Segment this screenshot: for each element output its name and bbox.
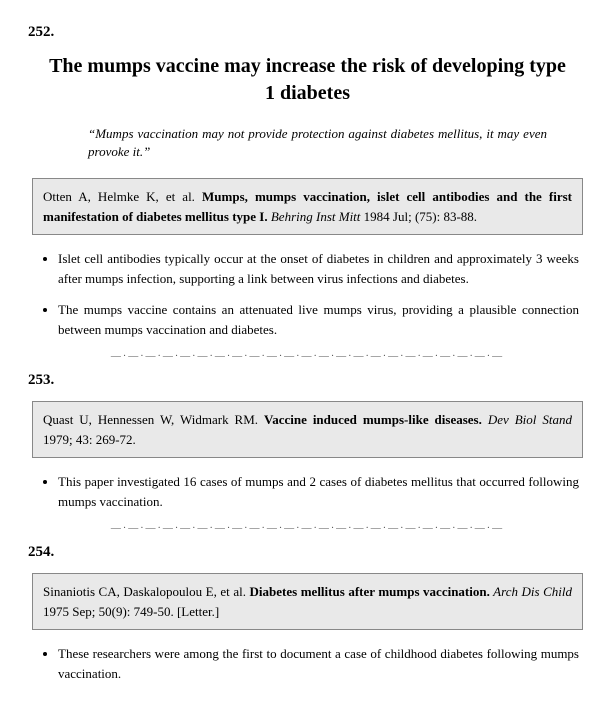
- section-divider: —·—·—·—·—·—·—·—·—·—·—·—·—·—·—·—·—·—·—·—·…: [28, 523, 587, 534]
- citation-box-254: Sinaniotis CA, Daskalopoulou E, et al. D…: [32, 573, 583, 630]
- bullet-list-253: This paper investigated 16 cases of mump…: [36, 472, 579, 511]
- entry-number-252: 252.: [28, 24, 587, 41]
- citation-title: Vaccine induced mumps-like diseases.: [264, 412, 482, 427]
- citation-box-252: Otten A, Helmke K, et al. Mumps, mumps v…: [32, 178, 583, 235]
- bullet-list-254: These researchers were among the first t…: [36, 644, 579, 683]
- section-divider: —·—·—·—·—·—·—·—·—·—·—·—·—·—·—·—·—·—·—·—·…: [28, 351, 587, 362]
- citation-authors: Sinaniotis CA, Daskalopoulou E, et al.: [43, 584, 250, 599]
- citation-journal: Arch Dis Child: [490, 584, 572, 599]
- entry-number-254: 254.: [28, 544, 587, 561]
- bullet-item: This paper investigated 16 cases of mump…: [58, 472, 579, 511]
- bullet-item: Islet cell antibodies typically occur at…: [58, 249, 579, 288]
- citation-authors: Otten A, Helmke K, et al.: [43, 189, 202, 204]
- bullet-item: The mumps vaccine contains an attenuated…: [58, 300, 579, 339]
- citation-box-253: Quast U, Hennessen W, Widmark RM. Vaccin…: [32, 401, 583, 458]
- epigraph-252: “Mumps vaccination may not provide prote…: [88, 125, 547, 160]
- citation-rest: 1975 Sep; 50(9): 749-50. [Letter.]: [43, 604, 219, 619]
- bullet-list-252: Islet cell antibodies typically occur at…: [36, 249, 579, 339]
- citation-authors: Quast U, Hennessen W, Widmark RM.: [43, 412, 264, 427]
- entry-number-253: 253.: [28, 372, 587, 389]
- citation-rest: 1984 Jul; (75): 83-88.: [360, 209, 477, 224]
- citation-title: Diabetes mellitus after mumps vaccinatio…: [250, 584, 490, 599]
- citation-journal: Behring Inst Mitt: [268, 209, 361, 224]
- entry-title-252: The mumps vaccine may increase the risk …: [42, 53, 573, 107]
- citation-rest: 1979; 43: 269-72.: [43, 432, 136, 447]
- citation-journal: Dev Biol Stand: [482, 412, 572, 427]
- bullet-item: These researchers were among the first t…: [58, 644, 579, 683]
